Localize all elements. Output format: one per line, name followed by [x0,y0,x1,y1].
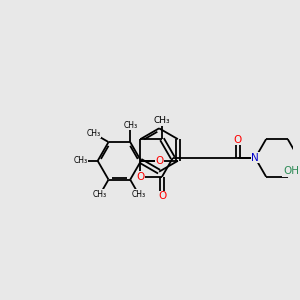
Text: CH₃: CH₃ [74,156,88,165]
Text: O: O [136,172,145,182]
Text: O: O [158,191,166,201]
Text: OH: OH [283,166,299,176]
Text: N: N [251,153,259,163]
Text: CH₃: CH₃ [87,129,101,138]
Text: CH₃: CH₃ [154,116,170,125]
Text: O: O [155,156,164,166]
Text: CH₃: CH₃ [123,121,137,130]
Text: N: N [251,153,259,163]
Text: O: O [234,134,242,145]
Text: CH₃: CH₃ [93,190,107,199]
Text: CH₃: CH₃ [132,190,146,199]
